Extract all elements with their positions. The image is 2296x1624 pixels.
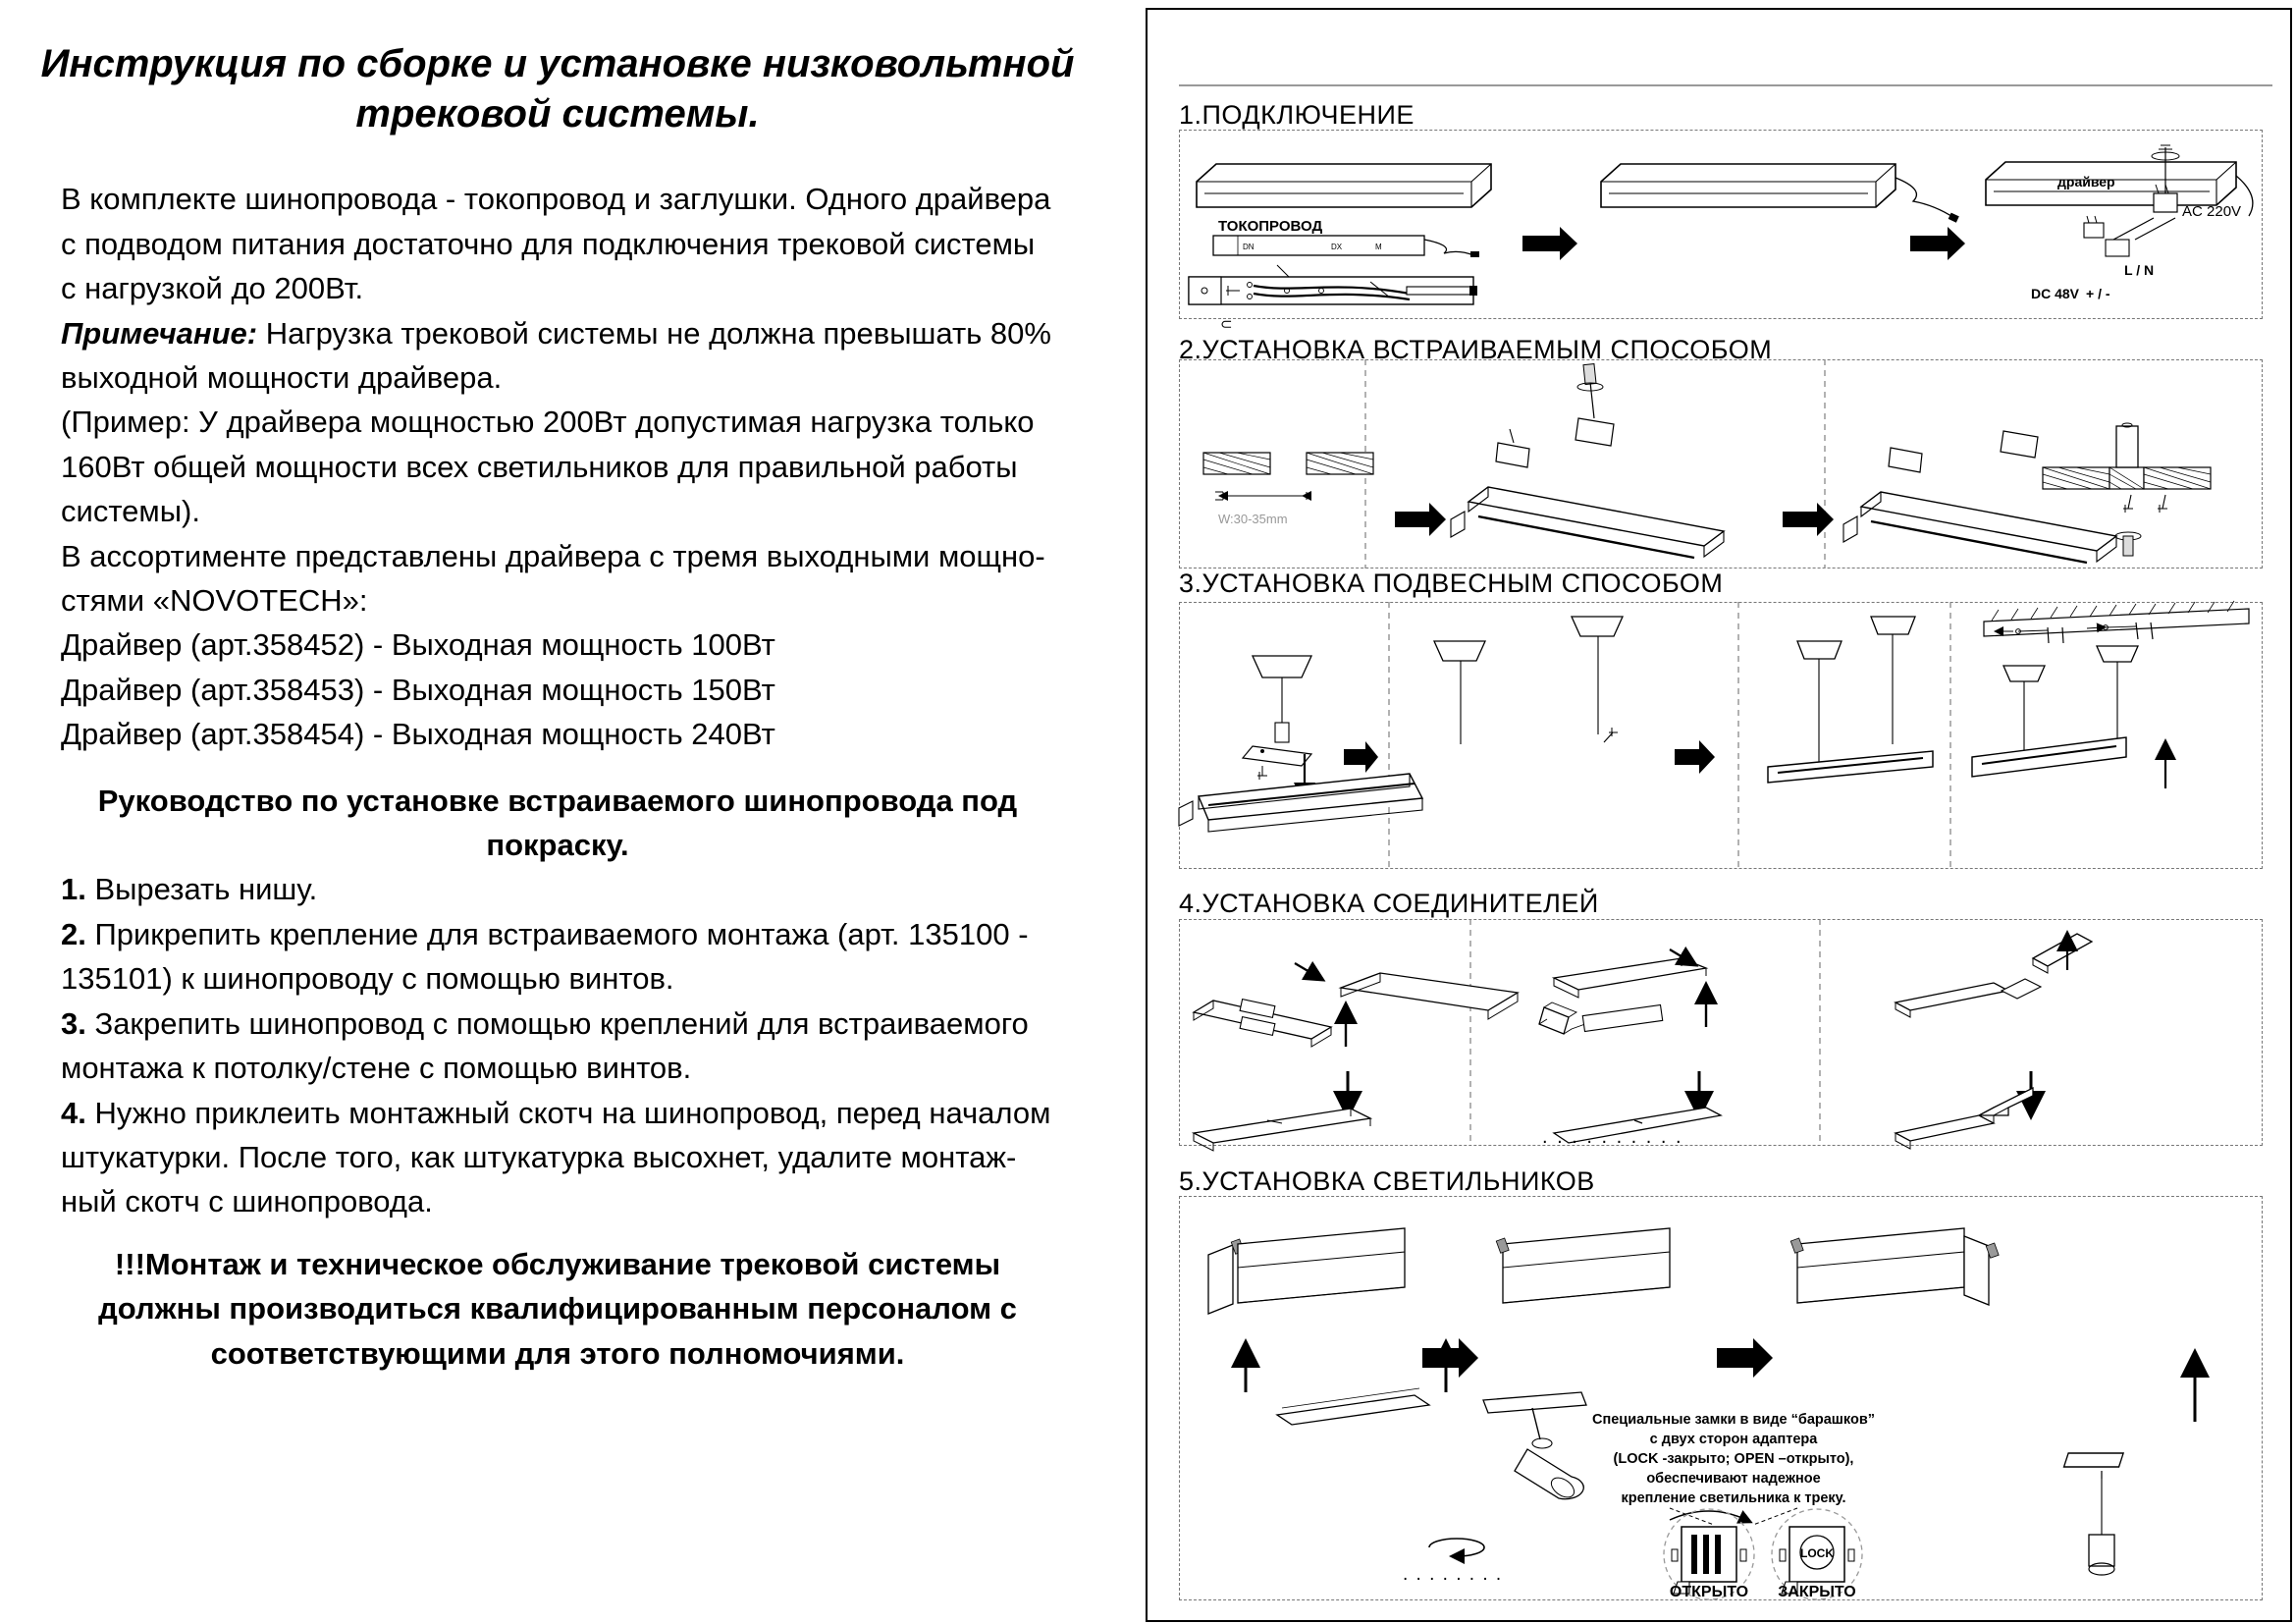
svg-text:M: M bbox=[1375, 243, 1382, 251]
svg-text:(LOCK -закрыто; OPEN –открыто): (LOCK -закрыто; OPEN –открыто), bbox=[1614, 1451, 1854, 1467]
svg-text:LOCK: LOCK bbox=[1800, 1546, 1834, 1560]
svg-text:AC 220V: AC 220V bbox=[2182, 203, 2241, 220]
svg-text:обеспечивают надежное: обеспечивают надежное bbox=[1646, 1471, 1820, 1487]
svg-text:+ / -: + / - bbox=[2086, 286, 2110, 301]
svg-text:L / N: L / N bbox=[2124, 262, 2154, 278]
svg-text:драйвер: драйвер bbox=[2057, 174, 2115, 189]
svg-text:⊂: ⊂ bbox=[1220, 316, 1233, 333]
svg-text:. . . . . . . .: . . . . . . . . bbox=[1403, 1564, 1503, 1585]
svg-text:W:30-35mm: W:30-35mm bbox=[1218, 512, 1288, 526]
svg-text:с двух сторон адаптера: с двух сторон адаптера bbox=[1650, 1432, 1819, 1447]
svg-text:Специальные замки в виде “бара: Специальные замки в виде “барашков” bbox=[1592, 1412, 1875, 1428]
svg-text:крепление светильника к треку.: крепление светильника к треку. bbox=[1622, 1490, 1846, 1506]
svg-text:DN: DN bbox=[1243, 243, 1255, 251]
svg-text:ЗАКРЫТО: ЗАКРЫТО bbox=[1778, 1584, 1856, 1600]
svg-text:ТОКОПРОВОД: ТОКОПРОВОД bbox=[1218, 218, 1322, 235]
svg-text:ОТКРЫТО: ОТКРЫТО bbox=[1670, 1584, 1748, 1600]
svg-text:DX: DX bbox=[1331, 243, 1343, 251]
svg-text:. . . . . . . . . .: . . . . . . . . . . bbox=[1542, 1126, 1683, 1148]
svg-text:DC 48V: DC 48V bbox=[2031, 286, 2080, 301]
